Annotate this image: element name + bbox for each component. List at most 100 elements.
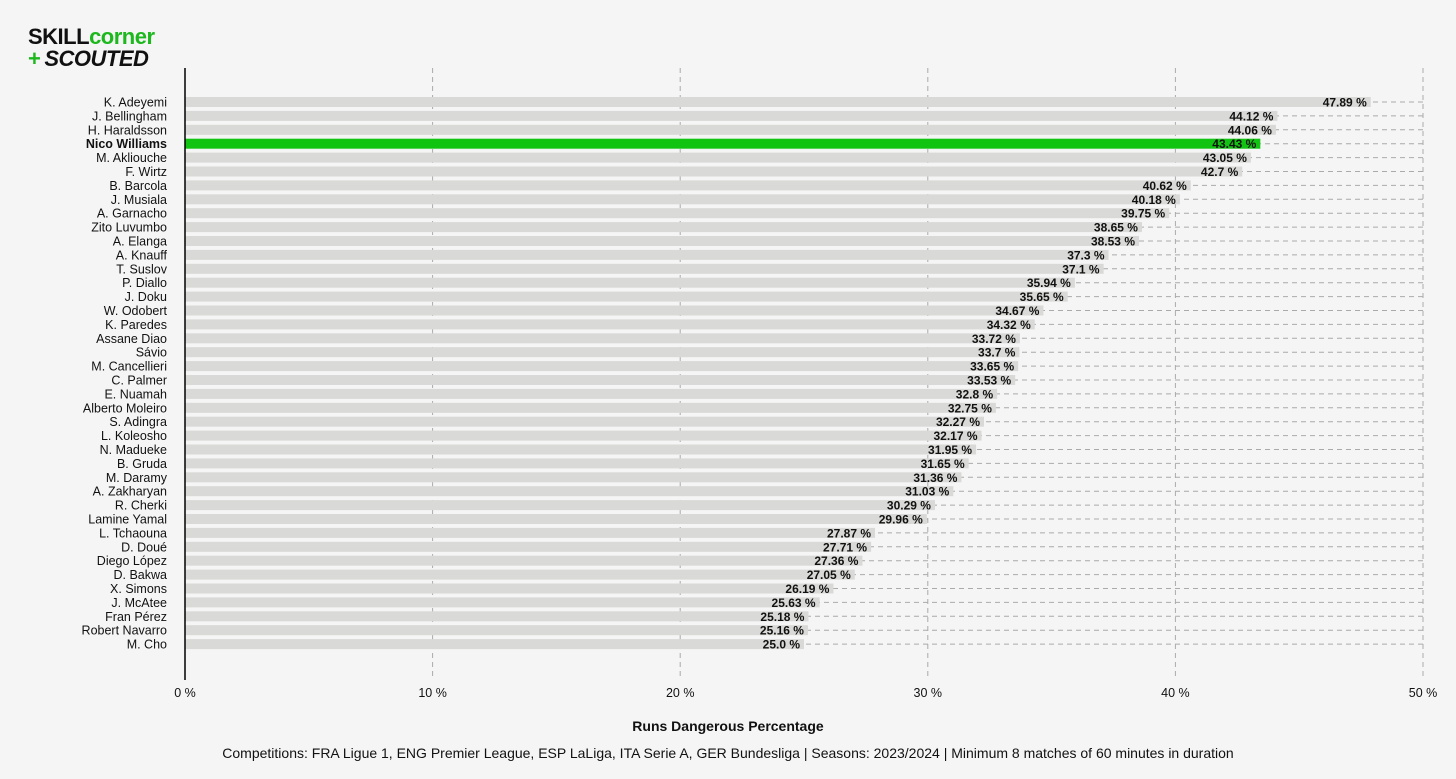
bar (185, 402, 996, 413)
value-label: 43.05 % (1203, 151, 1247, 165)
category-label: Nico Williams (86, 137, 167, 151)
bar (185, 527, 876, 538)
value-label: 32.75 % (948, 401, 992, 415)
category-label: Alberto Moleiro (83, 401, 167, 415)
bar (185, 110, 1278, 121)
category-label: Robert Navarro (82, 624, 167, 638)
value-label: 32.8 % (956, 387, 994, 401)
chart-caption: Competitions: FRA Ligue 1, ENG Premier L… (222, 745, 1234, 761)
x-tick-label: 20 % (666, 686, 695, 700)
category-label: B. Gruda (117, 457, 167, 471)
bar (185, 236, 1140, 246)
category-label: C. Palmer (111, 374, 167, 388)
category-label: J. McAtee (111, 596, 167, 610)
value-label: 38.53 % (1091, 235, 1135, 249)
bar (185, 152, 1251, 163)
bar (185, 555, 863, 566)
category-label: A. Elanga (113, 235, 167, 249)
value-label: 33.72 % (972, 332, 1016, 346)
category-label: X. Simons (110, 582, 167, 596)
value-label: 34.32 % (987, 318, 1031, 332)
category-label: T. Suslov (116, 262, 167, 276)
logo-skill-text: SKILL (28, 24, 90, 49)
bar (185, 347, 1020, 358)
bar (185, 472, 962, 483)
value-label: 30.29 % (887, 499, 931, 513)
value-label: 44.12 % (1229, 109, 1273, 123)
x-tick-label: 50 % (1409, 686, 1438, 700)
category-label: A. Garnacho (97, 207, 167, 221)
value-label: 40.62 % (1143, 179, 1187, 193)
bar (185, 124, 1276, 135)
bar (185, 444, 977, 455)
bar (185, 222, 1142, 233)
value-label: 47.89 % (1323, 96, 1367, 110)
bar (185, 486, 954, 497)
category-label: E. Nuamah (104, 387, 167, 401)
bar (185, 208, 1170, 219)
bar (185, 277, 1075, 288)
category-label: H. Haraldsson (88, 123, 167, 137)
value-label: 32.27 % (936, 415, 980, 429)
bar (185, 138, 1261, 149)
logo-line-scouted: + SCOUTED (28, 46, 149, 72)
value-label: 27.36 % (814, 554, 858, 568)
value-label: 44.06 % (1228, 123, 1272, 137)
bar (185, 388, 998, 399)
logo-line-skillcorner: SKILLcorner (28, 24, 155, 50)
bar (185, 611, 809, 622)
category-label: N. Madueke (100, 443, 167, 457)
skillcorner-logo: SKILLcorner + SCOUTED (28, 24, 178, 72)
bar (185, 361, 1019, 372)
category-label: M. Cancellieri (91, 360, 167, 374)
value-label: 34.67 % (995, 304, 1039, 318)
value-label: 33.7 % (978, 346, 1016, 360)
category-label: K. Paredes (105, 318, 167, 332)
bar (185, 263, 1104, 274)
category-label: B. Barcola (109, 179, 167, 193)
bar (185, 597, 820, 608)
category-label: P. Diallo (122, 276, 167, 290)
bar (185, 639, 804, 650)
category-label: Diego López (97, 554, 167, 568)
bar (185, 375, 1016, 385)
value-label: 33.65 % (970, 360, 1014, 374)
category-label: Fran Pérez (105, 610, 167, 624)
value-label: 25.63 % (772, 596, 816, 610)
category-label: K. Adeyemi (104, 96, 167, 110)
bar (185, 514, 927, 524)
value-label: 37.1 % (1062, 262, 1100, 276)
value-label: 26.19 % (785, 582, 829, 596)
value-label: 32.17 % (933, 429, 977, 443)
logo-corner-text: corner (89, 24, 155, 49)
category-label: J. Bellingham (92, 109, 167, 123)
bar (185, 333, 1020, 344)
category-label: Assane Diao (96, 332, 167, 346)
category-label: M. Daramy (106, 471, 168, 485)
value-label: 35.65 % (1020, 290, 1064, 304)
category-label: M. Akliouche (96, 151, 167, 165)
value-label: 27.05 % (807, 568, 851, 582)
value-label: 25.18 % (760, 610, 804, 624)
value-label: 27.87 % (827, 526, 871, 540)
bar (185, 180, 1191, 191)
value-label: 31.65 % (921, 457, 965, 471)
bar (185, 583, 834, 594)
value-label: 38.65 % (1094, 221, 1138, 235)
category-label: Sávio (136, 346, 167, 360)
category-label: Lamine Yamal (88, 513, 167, 527)
x-tick-label: 30 % (914, 686, 943, 700)
category-label: J. Doku (125, 290, 167, 304)
value-label: 25.0 % (763, 638, 801, 652)
bar (185, 319, 1035, 330)
value-label: 43.43 % (1212, 137, 1256, 151)
value-label: 35.94 % (1027, 276, 1071, 290)
bar (185, 305, 1044, 316)
bar (185, 458, 969, 469)
bar (185, 569, 855, 580)
bar (185, 249, 1109, 260)
x-tick-label: 40 % (1161, 686, 1190, 700)
bar (185, 625, 808, 636)
category-label: L. Koleosho (101, 429, 167, 443)
category-label: W. Odobert (104, 304, 168, 318)
